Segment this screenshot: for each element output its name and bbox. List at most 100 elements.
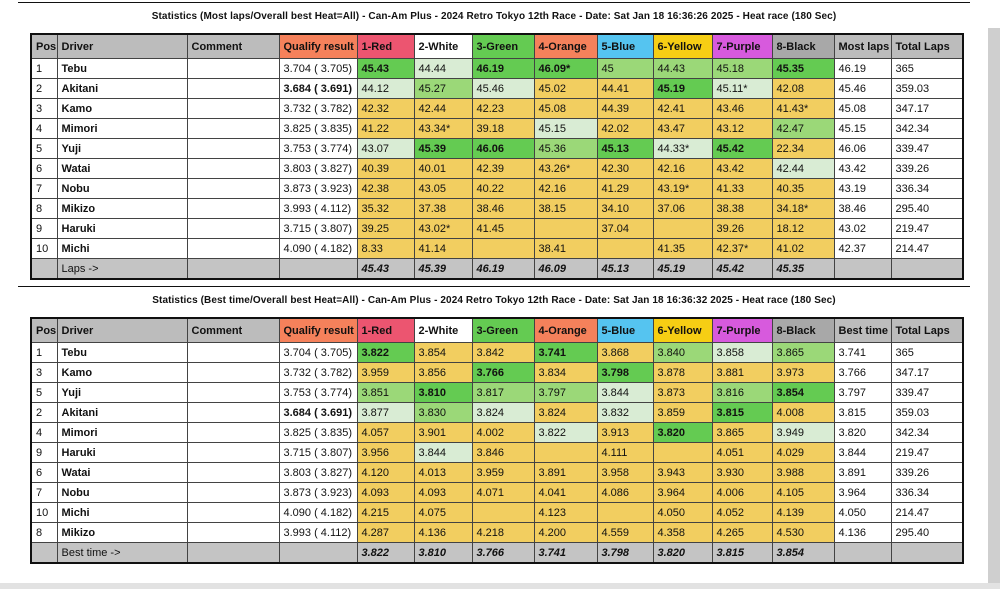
column-header-3-green: 3-Green — [471, 317, 535, 343]
summary-pos-cell — [30, 542, 58, 564]
heat-cell-red: 4.057 — [356, 422, 415, 443]
heat-cell-orange: 45.08 — [533, 98, 598, 119]
best-value-cell: 4.136 — [833, 522, 892, 543]
heat-cell-blue: 4.559 — [596, 522, 654, 543]
comment-cell — [186, 342, 280, 363]
driver-row-mikizo: 8 Mikizo 3.993 ( 4.112) 35.32 37.38 38.46 38.1… — [30, 198, 964, 219]
comment-cell — [186, 98, 280, 119]
heat-cell-green: 3.817 — [471, 382, 535, 403]
qualify-result-cell: 3.993 ( 4.112) — [278, 522, 358, 543]
qualify-result-cell: 3.704 ( 3.705) — [278, 58, 358, 79]
summary-heat-red: 45.43 — [356, 258, 415, 280]
heat-cell-black: 41.02 — [771, 238, 835, 259]
comment-cell — [186, 502, 280, 523]
heat-cell-black: 3.988 — [771, 462, 835, 483]
heat-cell-red: 44.12 — [356, 78, 415, 99]
heat-cell-orange: 4.123 — [533, 502, 598, 523]
driver-cell: Watai — [56, 462, 188, 483]
most-laps-section: Statistics (Most laps/Overall best Heat=… — [18, 2, 970, 280]
comment-cell — [186, 198, 280, 219]
qualify-result-cell: 3.803 ( 3.827) — [278, 158, 358, 179]
heat-cell-blue: 3.798 — [596, 362, 654, 383]
total-laps-cell: 214.47 — [890, 502, 964, 523]
heat-cell-blue: 4.086 — [596, 482, 654, 503]
best-value-cell: 45.15 — [833, 118, 892, 139]
heat-cell-black: 40.35 — [771, 178, 835, 199]
heat-cell-black: 42.44 — [771, 158, 835, 179]
heat-cell-yellow: 41.35 — [652, 238, 713, 259]
pos-cell: 3 — [30, 98, 58, 119]
best-value-cell: 43.19 — [833, 178, 892, 199]
heat-cell-black: 41.43* — [771, 98, 835, 119]
heat-cell-blue — [596, 502, 654, 523]
heat-cell-purple: 3.858 — [711, 342, 773, 363]
heat-cell-orange: 45.02 — [533, 78, 598, 99]
heat-cell-purple: 45.11* — [711, 78, 773, 99]
total-laps-cell: 339.47 — [890, 382, 964, 403]
summary-row: Best time -> 3.822 3.810 3.766 3.741 3.798 3.8… — [30, 542, 964, 564]
comment-cell — [186, 78, 280, 99]
qualify-result-cell: 3.873 ( 3.923) — [278, 482, 358, 503]
qualify-result-cell: 4.090 ( 4.182) — [278, 238, 358, 259]
driver-cell: Michi — [56, 502, 188, 523]
heat-cell-white: 4.136 — [413, 522, 473, 543]
pos-cell: 2 — [30, 402, 58, 423]
heat-cell-orange: 3.822 — [533, 422, 598, 443]
heat-cell-black: 4.105 — [771, 482, 835, 503]
summary-best-cell — [833, 542, 892, 564]
heat-cell-black: 4.029 — [771, 442, 835, 463]
pos-cell: 4 — [30, 118, 58, 139]
pos-cell: 5 — [30, 138, 58, 159]
heat-cell-purple: 3.815 — [711, 402, 773, 423]
driver-row-akitani: 2 Akitani 3.684 ( 3.691) 44.12 45.27 45.46 45.… — [30, 78, 964, 99]
heat-cell-green: 3.842 — [471, 342, 535, 363]
heat-cell-purple: 43.42 — [711, 158, 773, 179]
heat-cell-red: 3.959 — [356, 362, 415, 383]
best-value-cell: 46.19 — [833, 58, 892, 79]
heat-cell-white: 3.810 — [413, 382, 473, 403]
total-laps-cell: 365 — [890, 342, 964, 363]
column-header-most-laps: Most laps — [833, 33, 892, 59]
summary-best-cell — [833, 258, 892, 280]
driver-cell: Kamo — [56, 98, 188, 119]
column-header-driver: Driver — [56, 33, 188, 59]
driver-row-akitani: 2 Akitani 3.684 ( 3.691) 3.877 3.830 3.824 3.8… — [30, 402, 964, 423]
heat-cell-yellow: 4.358 — [652, 522, 713, 543]
total-laps-cell: 219.47 — [890, 442, 964, 463]
heat-cell-green: 46.19 — [471, 58, 535, 79]
heat-cell-purple: 4.051 — [711, 442, 773, 463]
heat-cell-green: 3.959 — [471, 462, 535, 483]
pos-cell: 3 — [30, 362, 58, 383]
heat-cell-red: 41.22 — [356, 118, 415, 139]
qualify-result-cell: 3.993 ( 4.112) — [278, 198, 358, 219]
heat-cell-blue: 3.913 — [596, 422, 654, 443]
driver-row-mimori: 4 Mimori 3.825 ( 3.835) 41.22 43.34* 39.18 45.… — [30, 118, 964, 139]
heat-cell-white: 43.05 — [413, 178, 473, 199]
total-laps-cell: 342.34 — [890, 422, 964, 443]
heat-cell-purple: 3.865 — [711, 422, 773, 443]
heat-cell-blue: 41.29 — [596, 178, 654, 199]
summary-heat-orange: 46.09 — [533, 258, 598, 280]
summary-heat-white: 45.39 — [413, 258, 473, 280]
pos-cell: 5 — [30, 382, 58, 403]
driver-cell: Kamo — [56, 362, 188, 383]
column-header-7-purple: 7-Purple — [711, 33, 773, 59]
comment-cell — [186, 382, 280, 403]
comment-cell — [186, 118, 280, 139]
heat-cell-black: 4.008 — [771, 402, 835, 423]
total-laps-cell: 336.34 — [890, 178, 964, 199]
total-laps-cell: 214.47 — [890, 238, 964, 259]
driver-cell: Akitani — [56, 402, 188, 423]
best-value-cell: 4.050 — [833, 502, 892, 523]
heat-cell-blue: 3.958 — [596, 462, 654, 483]
summary-row: Laps -> 45.43 45.39 46.19 46.09 45.13 45.19 45.… — [30, 258, 964, 280]
heat-cell-red: 3.822 — [356, 342, 415, 363]
heat-cell-green: 45.46 — [471, 78, 535, 99]
driver-cell: Haruki — [56, 442, 188, 463]
summary-heat-red: 3.822 — [356, 542, 415, 564]
heat-cell-purple: 45.18 — [711, 58, 773, 79]
heat-cell-orange: 3.891 — [533, 462, 598, 483]
best-value-cell: 45.46 — [833, 78, 892, 99]
qualify-result-cell: 3.825 ( 3.835) — [278, 422, 358, 443]
heat-cell-yellow: 43.19* — [652, 178, 713, 199]
